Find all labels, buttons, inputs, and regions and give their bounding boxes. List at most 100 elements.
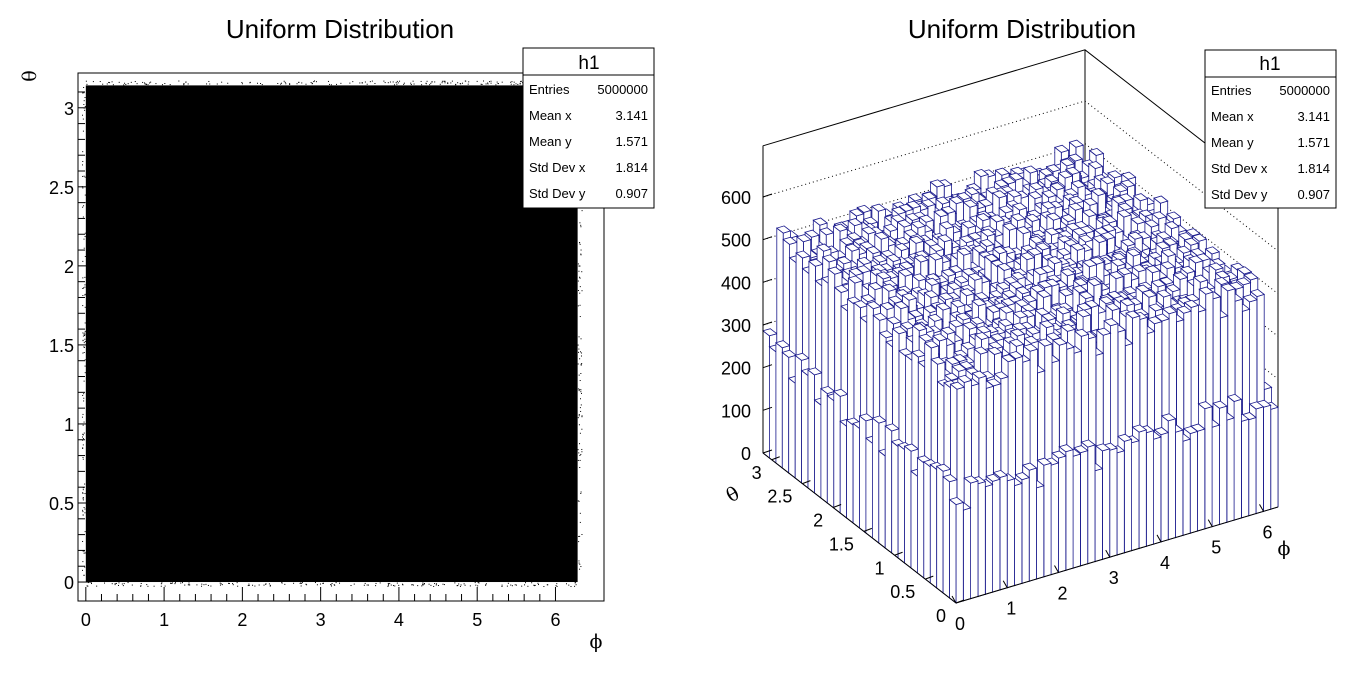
bar-top-face (839, 237, 855, 246)
edge-dot (82, 433, 84, 435)
edge-dot (82, 424, 84, 426)
bar-top-face (967, 272, 983, 281)
bar-front-face (1116, 450, 1125, 556)
edge-dot (581, 428, 583, 430)
bar-top-face (911, 349, 927, 358)
bar-side-face (794, 354, 802, 484)
z-grid-line (762, 100, 1279, 252)
edge-dot (580, 249, 582, 251)
bar-side-face (788, 377, 796, 479)
z-tick (762, 278, 773, 283)
y-tick (863, 527, 873, 532)
edge-dot (84, 176, 86, 178)
bar-top-face (1236, 266, 1253, 275)
bar-front-face (1182, 438, 1191, 536)
bar-top-face (946, 282, 962, 291)
edge-dot (521, 585, 523, 587)
bar-top-face (1009, 338, 1025, 347)
edge-dot (581, 363, 583, 365)
edge-dot (464, 584, 466, 586)
edge-dot (578, 390, 580, 392)
bar-top-face (1160, 413, 1177, 422)
bar-front-face (1263, 404, 1272, 512)
edge-dot (311, 82, 313, 84)
edge-dot (485, 583, 487, 585)
bar-top-face (879, 301, 896, 311)
stats-value: 1.571 (615, 134, 648, 149)
bar-top-face (929, 179, 946, 188)
bar-top-face (1192, 274, 1209, 283)
bar-top-face (1010, 271, 1027, 280)
bar-front-face (1160, 431, 1169, 543)
bar-side-face (833, 390, 841, 514)
edge-dot (577, 388, 579, 390)
edge-dot (111, 583, 113, 585)
edge-dot (476, 80, 478, 82)
edge-dot (581, 352, 583, 354)
z-tick-label: 600 (721, 188, 751, 208)
left-filled-region (85, 85, 578, 583)
bar-top-face (935, 463, 952, 472)
edge-dot (441, 80, 443, 82)
edge-dot (447, 82, 449, 84)
bar-top-face (901, 292, 918, 301)
bar-top-face (1036, 289, 1052, 298)
edge-dot (581, 416, 583, 418)
bar-top-face (1147, 316, 1163, 325)
edge-dot (485, 584, 487, 586)
edge-dot (579, 467, 581, 469)
bar-top-face (1006, 189, 1022, 198)
y-tick-label: 1 (64, 415, 74, 435)
bar-top-face (956, 374, 973, 383)
edge-dot (183, 83, 185, 85)
edge-dot (353, 583, 355, 585)
edge-dot (84, 284, 86, 286)
stats-value: 3.141 (1297, 109, 1330, 124)
edge-dot (281, 582, 283, 584)
bar-top-face (1125, 248, 1142, 257)
edge-dot (487, 83, 489, 85)
edge-dot (263, 584, 265, 586)
edge-dot (164, 83, 166, 85)
edge-dot (83, 347, 85, 349)
edge-dot (283, 80, 285, 82)
bar-top-face (1068, 139, 1085, 148)
edge-dot (580, 389, 582, 391)
edge-dot (96, 585, 98, 587)
edge-dot (401, 583, 403, 585)
bar-top-face (897, 268, 914, 277)
bar-top-face (891, 206, 907, 215)
edge-dot (205, 583, 207, 585)
edge-dot (437, 585, 439, 587)
edge-dot (84, 109, 86, 111)
edge-dot (84, 286, 86, 288)
edge-dot (84, 338, 86, 340)
bar-top-face (997, 318, 1014, 327)
bar-front-face (962, 507, 971, 602)
edge-dot (219, 584, 221, 586)
bar-front-face (977, 481, 986, 598)
edge-dot (547, 584, 549, 586)
edge-dot (433, 585, 435, 587)
edge-dot (174, 583, 176, 585)
bar-top-face (992, 469, 1009, 478)
edge-dot (578, 265, 580, 267)
bar-top-face (998, 305, 1015, 314)
bar-top-face (952, 353, 968, 363)
z-tick-label: 0 (741, 444, 751, 464)
z-tick (762, 321, 773, 326)
bar-top-face (865, 246, 882, 255)
right-y-axis: 00.511.522.53 (752, 456, 965, 626)
edge-dot (579, 304, 581, 306)
y-tick-label: 1 (875, 558, 885, 578)
edge-dot (220, 583, 222, 585)
edge-dot (579, 563, 581, 565)
right-stats-name: h1 (1259, 54, 1280, 75)
bar-top-face (1068, 195, 1085, 204)
edge-dot (118, 582, 120, 584)
bar-top-face (938, 221, 955, 230)
edge-dot (581, 415, 583, 417)
edge-dot (577, 363, 579, 365)
bar-top-face (949, 381, 966, 390)
bar-top-face (993, 371, 1009, 380)
